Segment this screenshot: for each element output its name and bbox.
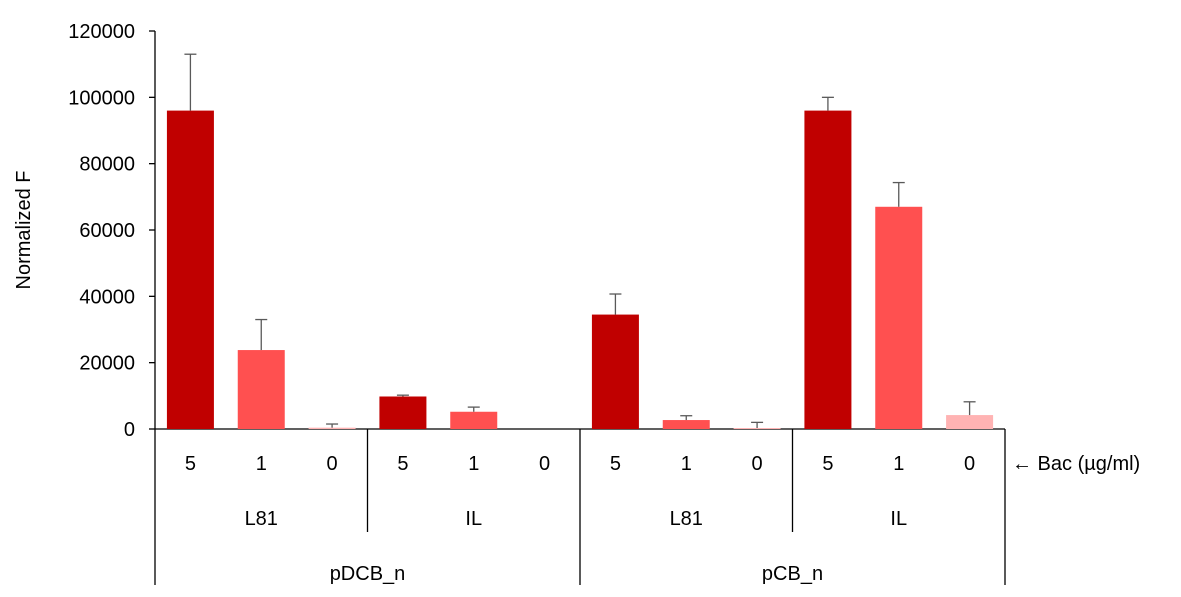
y-tick-label: 120000 bbox=[68, 21, 135, 43]
y-tick-label: 100000 bbox=[68, 87, 135, 109]
bac-tick-label: 5 bbox=[185, 453, 196, 475]
bar bbox=[662, 420, 710, 429]
bac-tick-label: 0 bbox=[964, 453, 975, 475]
bar bbox=[733, 428, 781, 429]
bar bbox=[946, 415, 994, 429]
bac-tick-label: 0 bbox=[539, 453, 550, 475]
axes: 0 20000 40000 60000 80000 100000 120000 bbox=[68, 21, 1006, 585]
subgroup-label: L81 bbox=[670, 508, 703, 530]
bac-tick-label: 1 bbox=[893, 453, 904, 475]
subgroup-label: L81 bbox=[245, 508, 278, 530]
bar bbox=[237, 350, 285, 429]
bac-annotation: ← Bac (µg/ml) bbox=[1012, 453, 1140, 475]
bac-tick-label: 1 bbox=[256, 453, 267, 475]
bac-tick-label: 5 bbox=[610, 453, 621, 475]
bac-tick-label: 5 bbox=[397, 453, 408, 475]
y-tick-label: 80000 bbox=[79, 154, 135, 176]
group-label: pCB_n bbox=[762, 563, 823, 585]
bac-tick-label: 0 bbox=[752, 453, 763, 475]
bac-tick-label: 0 bbox=[327, 453, 338, 475]
bar bbox=[875, 206, 923, 429]
bar bbox=[804, 110, 852, 429]
error-bars-layer bbox=[184, 53, 976, 429]
bar bbox=[591, 314, 639, 429]
y-tick-label: 0 bbox=[124, 419, 135, 441]
y-axis-label: Normalized F bbox=[13, 171, 35, 290]
bar bbox=[450, 411, 498, 429]
bac-tick-label: 1 bbox=[468, 453, 479, 475]
bar bbox=[308, 427, 356, 429]
subgroup-label: IL bbox=[890, 508, 907, 530]
bars-layer bbox=[166, 110, 994, 429]
subgroup-label: IL bbox=[465, 508, 482, 530]
bar bbox=[166, 110, 214, 429]
bar bbox=[379, 396, 427, 429]
y-tick-label: 60000 bbox=[79, 220, 135, 242]
bac-tick-label: 1 bbox=[681, 453, 692, 475]
y-tick-label: 20000 bbox=[79, 353, 135, 375]
bac-tick-label: 5 bbox=[822, 453, 833, 475]
y-tick-label: 40000 bbox=[79, 286, 135, 308]
group-label: pDCB_n bbox=[330, 563, 406, 585]
